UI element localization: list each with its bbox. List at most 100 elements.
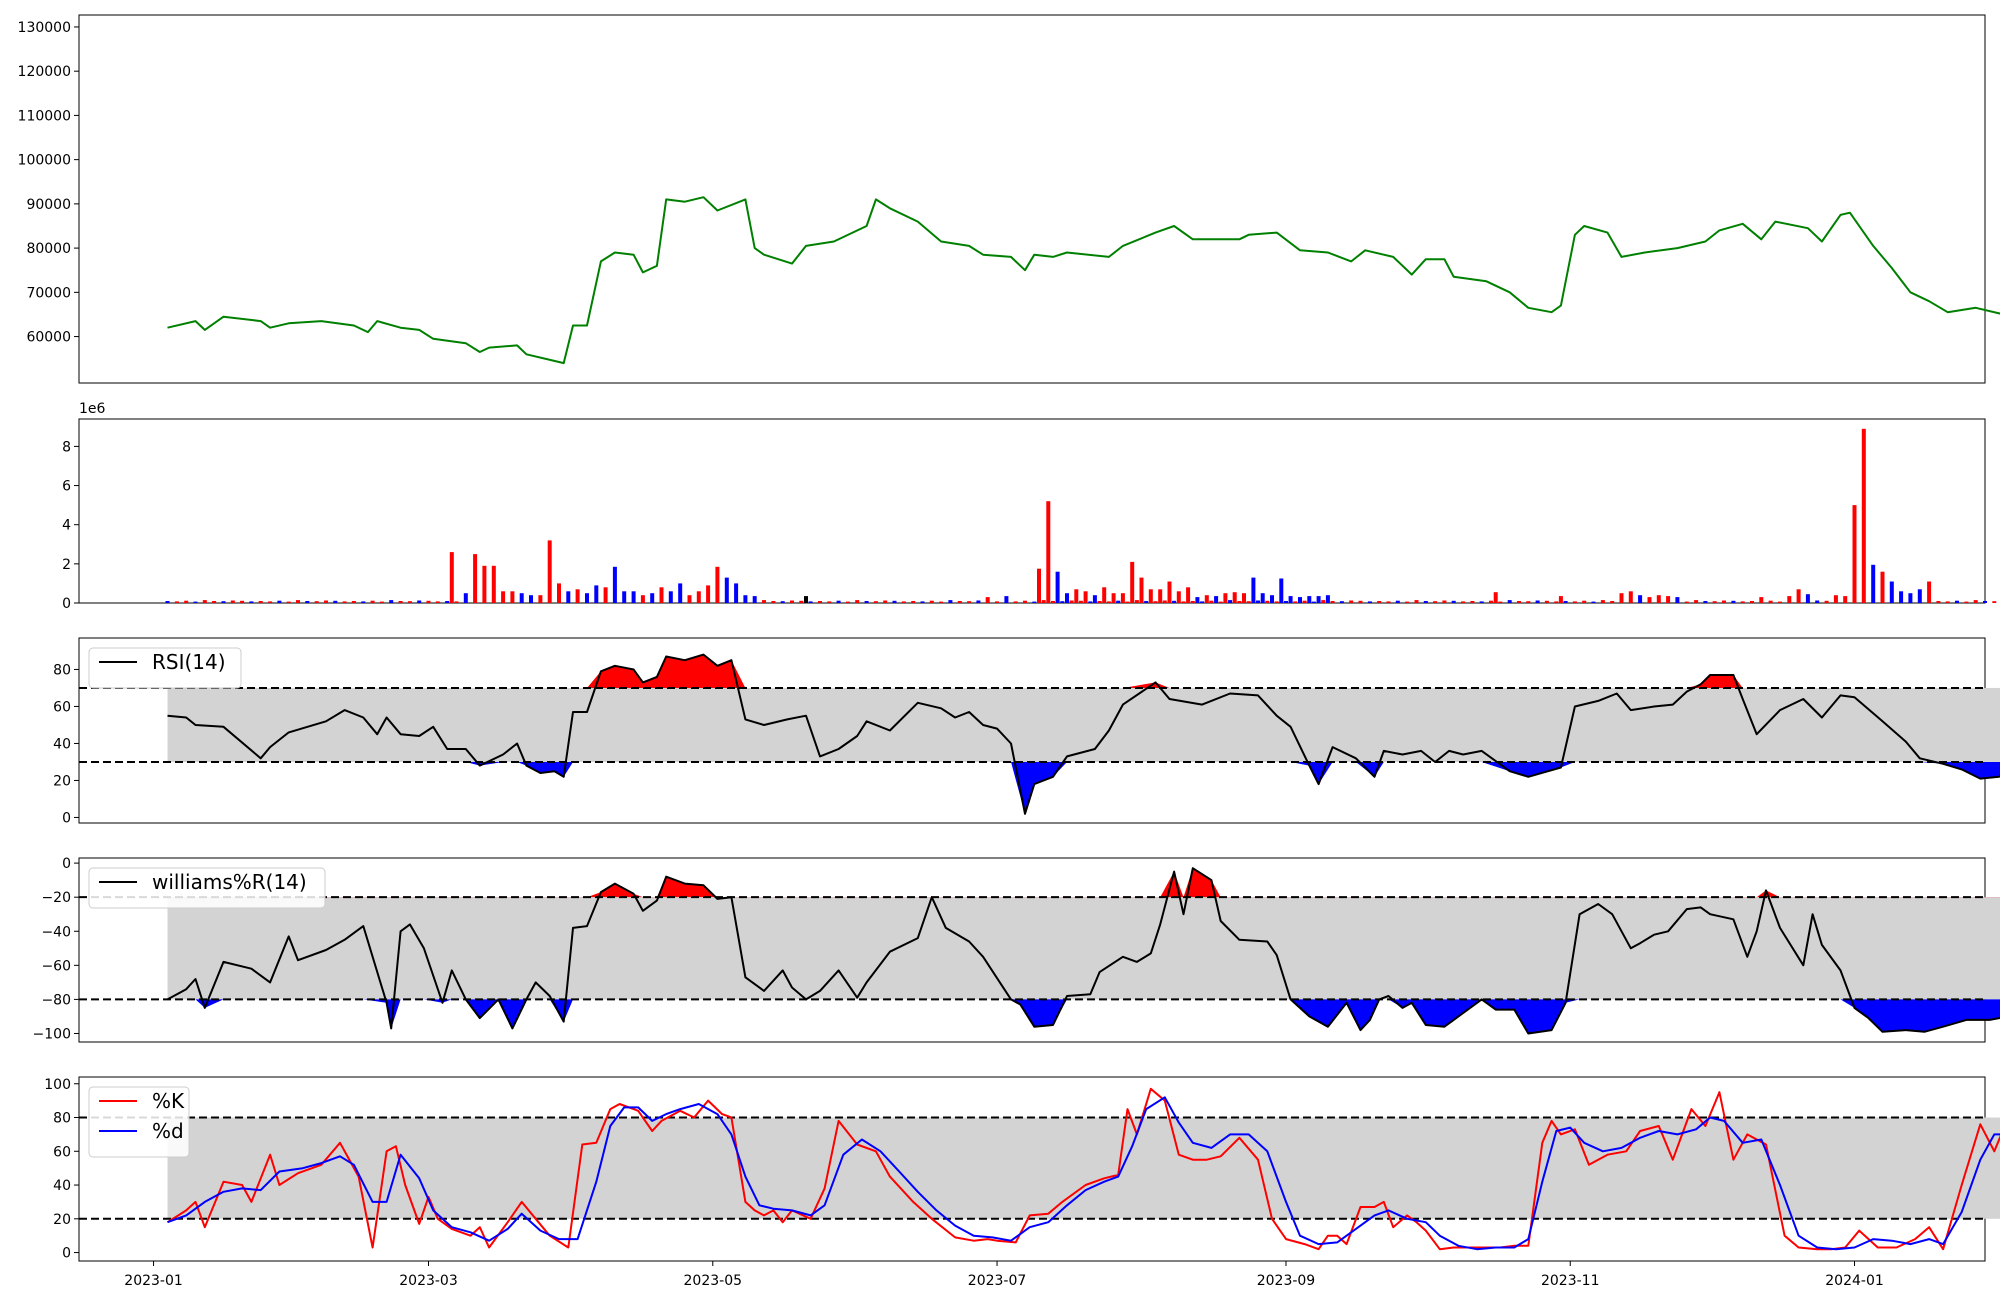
volume-bar bbox=[799, 600, 804, 603]
volume-bar bbox=[1069, 600, 1074, 603]
volume-bar bbox=[650, 593, 655, 603]
volume-bar bbox=[939, 601, 944, 603]
legend-label: %K bbox=[152, 1089, 185, 1113]
volume-bar bbox=[1106, 601, 1111, 603]
volume-bar bbox=[1628, 591, 1633, 603]
volume-bar bbox=[1339, 601, 1344, 603]
price-line bbox=[167, 196, 2000, 365]
volume-bar bbox=[1167, 581, 1172, 603]
volume-bar bbox=[454, 601, 459, 603]
volume-bar bbox=[379, 601, 384, 603]
y-tick-label: 6 bbox=[62, 479, 71, 495]
volume-bar bbox=[202, 600, 207, 603]
panel-frame bbox=[78, 418, 1986, 604]
volume-bar bbox=[361, 601, 366, 603]
volume-bar bbox=[957, 601, 962, 603]
volume-bar bbox=[1899, 591, 1904, 603]
oversold-fill bbox=[167, 761, 2000, 814]
volume-bar bbox=[1423, 601, 1428, 603]
volume-bar bbox=[1591, 601, 1596, 603]
volume-bar bbox=[1983, 601, 1987, 603]
volume-bar bbox=[1270, 595, 1274, 603]
x-tick-label: 2023-01 bbox=[124, 1273, 183, 1289]
volume-bar bbox=[1046, 501, 1051, 603]
volume-bar bbox=[1060, 601, 1065, 603]
volume-bar bbox=[1284, 601, 1288, 603]
y-tick-label: 80 bbox=[53, 662, 71, 678]
volume-bar bbox=[482, 565, 487, 603]
volume-bar bbox=[1558, 596, 1563, 603]
y-tick-label: 4 bbox=[62, 518, 71, 534]
y-tick-label: 40 bbox=[53, 736, 71, 752]
volume-bar bbox=[1172, 600, 1177, 603]
volume-bar bbox=[929, 600, 934, 603]
legend-label: williams%R(14) bbox=[152, 870, 307, 894]
volume-bar bbox=[1433, 601, 1438, 603]
volume-bar bbox=[1260, 593, 1265, 603]
volume-bar bbox=[1055, 571, 1060, 603]
volume-bar bbox=[1288, 596, 1293, 603]
volume-bar bbox=[678, 583, 683, 603]
volume-bar bbox=[407, 601, 412, 603]
volume-bar bbox=[314, 601, 319, 603]
volume-bar bbox=[1176, 591, 1181, 603]
volume-bar bbox=[1638, 595, 1643, 603]
volume-panel: 0 2 4 6 8 1e6 bbox=[62, 401, 1997, 612]
volume-bar bbox=[1246, 601, 1251, 603]
volume-bar bbox=[1973, 600, 1978, 603]
volume-bar bbox=[1684, 601, 1689, 603]
volume-bar bbox=[1251, 577, 1256, 603]
volume-bar bbox=[1237, 601, 1242, 603]
volume-bar bbox=[1871, 564, 1876, 603]
volume-bar bbox=[1311, 601, 1316, 603]
neutral-band bbox=[167, 687, 2000, 762]
y-tick-label: 130000 bbox=[18, 20, 71, 36]
volume-bar bbox=[1148, 589, 1153, 603]
volume-bar bbox=[734, 583, 739, 603]
volume-bar bbox=[268, 601, 273, 603]
volume-bar bbox=[752, 596, 757, 603]
volume-bar bbox=[1489, 600, 1493, 603]
y-tick-label: 60 bbox=[53, 699, 71, 715]
volume-bar bbox=[920, 601, 925, 603]
volume-bar bbox=[212, 601, 217, 603]
volume-bar bbox=[1186, 587, 1191, 603]
volume-bar bbox=[1656, 595, 1661, 603]
volume-bar bbox=[324, 600, 328, 603]
volume-bar bbox=[501, 591, 506, 603]
volume-bar bbox=[1619, 593, 1624, 603]
volume-bar bbox=[1675, 597, 1680, 603]
volume-bar bbox=[1470, 601, 1475, 603]
volume-bar bbox=[1004, 596, 1009, 603]
volume-bar bbox=[1955, 600, 1959, 603]
volume-bar bbox=[901, 601, 906, 603]
volume-bar bbox=[1144, 601, 1149, 603]
volume-bar bbox=[1414, 600, 1419, 603]
volume-bar bbox=[1852, 505, 1857, 603]
volume-bar bbox=[1116, 600, 1121, 603]
volume-bar bbox=[1190, 601, 1195, 603]
volume-bar bbox=[1232, 592, 1237, 603]
volume-bar bbox=[398, 601, 403, 603]
volume-bar bbox=[1964, 601, 1969, 603]
y-tick-label: 110000 bbox=[18, 108, 71, 124]
volume-bar bbox=[1544, 600, 1549, 603]
volume-bar bbox=[445, 601, 450, 603]
x-tick-label: 2023-03 bbox=[399, 1273, 458, 1289]
volume-bar bbox=[1051, 601, 1055, 603]
volume-bar bbox=[1330, 601, 1335, 603]
volume-bar bbox=[510, 591, 515, 603]
overbought-fill bbox=[167, 654, 2000, 688]
volume-bar bbox=[1824, 600, 1829, 603]
volume-bar bbox=[426, 600, 431, 603]
volume-bar bbox=[883, 600, 888, 603]
volume-bar bbox=[575, 589, 580, 603]
volume-bar bbox=[1204, 595, 1209, 603]
y-tick-label: −40 bbox=[41, 924, 71, 940]
volume-bar bbox=[1805, 594, 1810, 603]
volume-bar bbox=[463, 593, 468, 603]
volume-bar bbox=[836, 600, 841, 603]
volume-bar bbox=[249, 601, 254, 603]
volume-bar bbox=[1712, 601, 1717, 603]
